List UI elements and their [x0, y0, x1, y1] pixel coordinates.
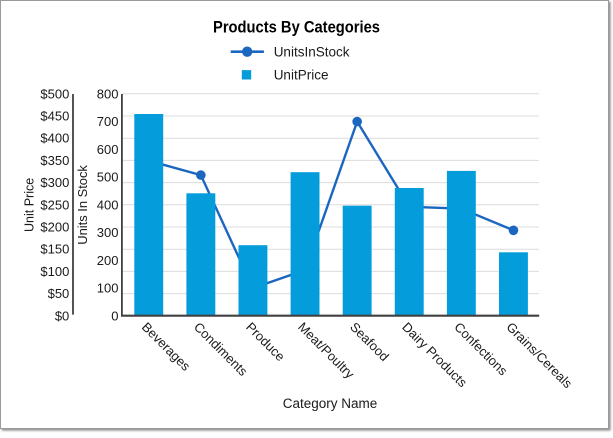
svg-text:300: 300: [97, 225, 119, 240]
svg-text:$50: $50: [48, 286, 70, 301]
svg-text:$150: $150: [40, 242, 69, 257]
svg-text:600: 600: [97, 142, 119, 157]
svg-text:$100: $100: [40, 264, 69, 279]
svg-text:0: 0: [111, 308, 118, 323]
svg-text:Category Name: Category Name: [283, 396, 378, 411]
svg-text:200: 200: [97, 253, 119, 268]
svg-text:$300: $300: [40, 175, 69, 190]
svg-text:$350: $350: [40, 153, 69, 168]
svg-text:$0: $0: [55, 308, 69, 323]
svg-text:$500: $500: [40, 86, 69, 101]
svg-text:Products By Categories: Products By Categories: [213, 18, 380, 37]
svg-text:500: 500: [97, 170, 119, 185]
svg-text:Unit Price: Unit Price: [22, 178, 37, 232]
svg-text:800: 800: [97, 86, 119, 101]
svg-text:$200: $200: [40, 220, 69, 235]
svg-text:UnitsInStock: UnitsInStock: [274, 44, 350, 59]
svg-text:$250: $250: [40, 197, 69, 212]
svg-text:100: 100: [97, 281, 119, 296]
svg-text:UnitPrice: UnitPrice: [274, 68, 329, 83]
svg-text:$400: $400: [40, 131, 69, 146]
svg-text:$450: $450: [40, 109, 69, 124]
svg-text:Units In Stock: Units In Stock: [75, 165, 90, 245]
svg-text:400: 400: [97, 197, 119, 212]
svg-text:700: 700: [97, 114, 119, 129]
